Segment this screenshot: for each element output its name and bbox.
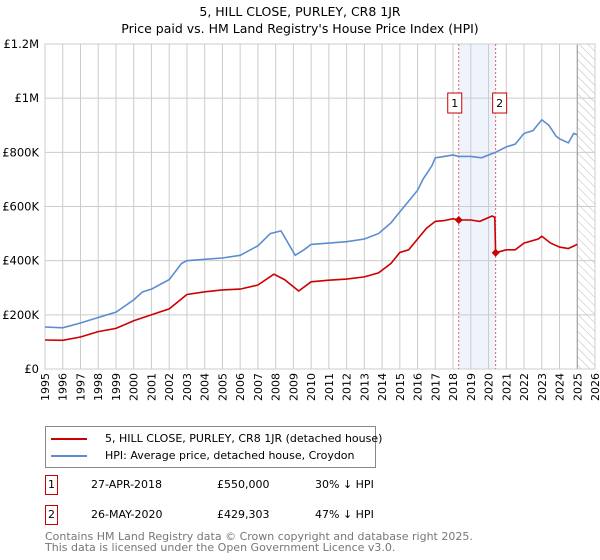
y-tick-label: £200K: [2, 308, 39, 322]
sale-price: £429,303: [217, 508, 270, 521]
x-tick-label: 2025: [571, 373, 584, 401]
x-tick-label: 1999: [110, 373, 123, 401]
x-tick-label: 1998: [92, 373, 105, 401]
x-tick-label: 2004: [199, 373, 212, 401]
x-tick-label: 2013: [358, 373, 371, 401]
sale-hpi-diff: 47% ↓ HPI: [315, 508, 374, 521]
sale-label-box: [492, 92, 508, 114]
y-tick-label: £1M: [14, 91, 39, 105]
x-tick-label: 2016: [412, 373, 425, 401]
x-tick-label: 2007: [252, 373, 265, 401]
sale-date: 27-APR-2018: [91, 478, 163, 491]
x-tick-label: 2026: [589, 373, 600, 401]
x-tick-label: 1996: [57, 373, 70, 401]
price-chart: 1995 1996 1997 1998 1999 2000 2001 2002 2003 2004…: [2, 37, 600, 401]
x-tick-label: 2010: [305, 373, 318, 401]
x-tick-label: 2009: [287, 373, 300, 401]
x-tick-label: 2023: [536, 373, 549, 401]
x-tick-label: 2012: [341, 373, 354, 401]
y-tick-label: £600K: [2, 200, 39, 214]
sale-point: [454, 216, 463, 225]
sale-badge: 2: [45, 505, 58, 525]
legend-item-hpi: HPI: Average price, detached house, Croy…: [51, 449, 355, 462]
y-tick-label: £800K: [2, 145, 39, 159]
hpi-line: [44, 118, 578, 329]
x-tick-label: 1995: [39, 373, 52, 401]
x-tick-label: 2008: [270, 373, 283, 401]
x-tick-label: 2001: [145, 373, 158, 401]
footer-copyright: Contains HM Land Registry data © Crown c…: [45, 530, 473, 543]
x-tick-label: 2022: [518, 373, 531, 401]
x-tick-label: 2017: [429, 373, 442, 401]
x-tick-label: 2011: [323, 373, 336, 401]
x-tick-label: 2019: [465, 373, 478, 401]
footer-licence: This data is licensed under the Open Gov…: [45, 541, 396, 554]
x-tick-label: 2002: [163, 373, 176, 401]
footer: Contains HM Land Registry data © Crown c…: [45, 531, 473, 553]
legend-item-property: 5, HILL CLOSE, PURLEY, CR8 1JR (detached…: [51, 432, 382, 445]
plot-frame: [44, 43, 596, 370]
sale-label: 1: [451, 97, 458, 110]
sale-row: 1 27-APR-2018 £550,000 30% ↓ HPI: [45, 475, 445, 495]
y-tick-label: £0: [24, 362, 39, 376]
sale-hpi-diff: 30% ↓ HPI: [315, 478, 374, 491]
x-tick-label: 2021: [500, 373, 513, 401]
sale-label-box: [447, 92, 463, 114]
legend-label: HPI: Average price, detached house, Croy…: [105, 449, 355, 462]
chart-title: 5, HILL CLOSE, PURLEY, CR8 1JR: [199, 4, 401, 19]
x-tick-label: 2003: [181, 373, 194, 401]
x-tick-label: 2015: [394, 373, 407, 401]
x-tick-label: 2000: [128, 373, 141, 401]
x-tick-label: 2020: [483, 373, 496, 401]
sale-badge: 1: [45, 475, 58, 495]
sale-date: 26-MAY-2020: [91, 508, 163, 521]
x-tick-label: 2006: [234, 373, 247, 401]
sale-point: [491, 248, 500, 257]
x-tick-label: 2014: [376, 373, 389, 401]
sale-label: 2: [496, 97, 503, 110]
legend-label: 5, HILL CLOSE, PURLEY, CR8 1JR (detached…: [105, 432, 383, 445]
legend: 5, HILL CLOSE, PURLEY, CR8 1JR (detached…: [45, 426, 382, 468]
sale-price: £550,000: [217, 478, 270, 491]
x-tick-label: 2005: [216, 373, 229, 401]
sale-row: 2 26-MAY-2020 £429,303 47% ↓ HPI: [45, 505, 445, 525]
x-tick-label: 2018: [447, 373, 460, 401]
y-tick-label: £400K: [2, 254, 39, 268]
chart-subtitle: Price paid vs. HM Land Registry's House …: [121, 21, 479, 36]
x-tick-label: 1997: [74, 373, 87, 401]
property-price-line: [44, 215, 578, 342]
x-tick-label: 2024: [554, 373, 567, 401]
legend-swatch-red: [51, 437, 87, 440]
legend-swatch-blue: [51, 454, 87, 457]
y-tick-label: £1.2M: [3, 37, 39, 51]
